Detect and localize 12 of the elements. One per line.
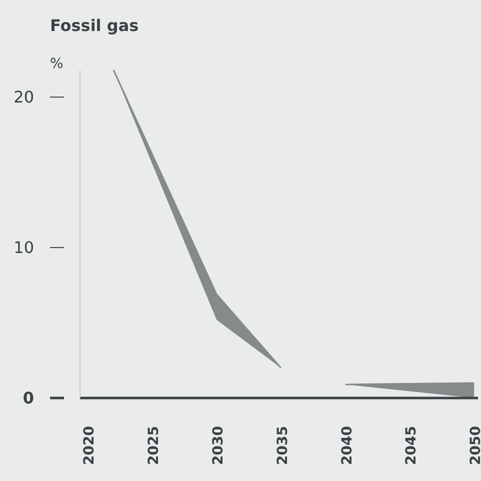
- x-tick-label: 2030: [210, 426, 227, 465]
- y-tick-label: 20: [14, 88, 34, 107]
- y-tick-label: 0: [22, 388, 34, 408]
- x-tick-label: 2040: [339, 426, 356, 465]
- y-tick-label: 10: [14, 238, 34, 258]
- x-tick-label: 2050: [468, 426, 481, 465]
- x-tick-label: 2025: [146, 426, 162, 465]
- x-tick-label: 2020: [82, 426, 98, 465]
- x-tick-label: 2035: [274, 426, 291, 465]
- chart-title: Fossil gas: [50, 16, 139, 35]
- y-axis-title: %: [50, 56, 64, 72]
- x-tick-label: 2045: [404, 426, 420, 465]
